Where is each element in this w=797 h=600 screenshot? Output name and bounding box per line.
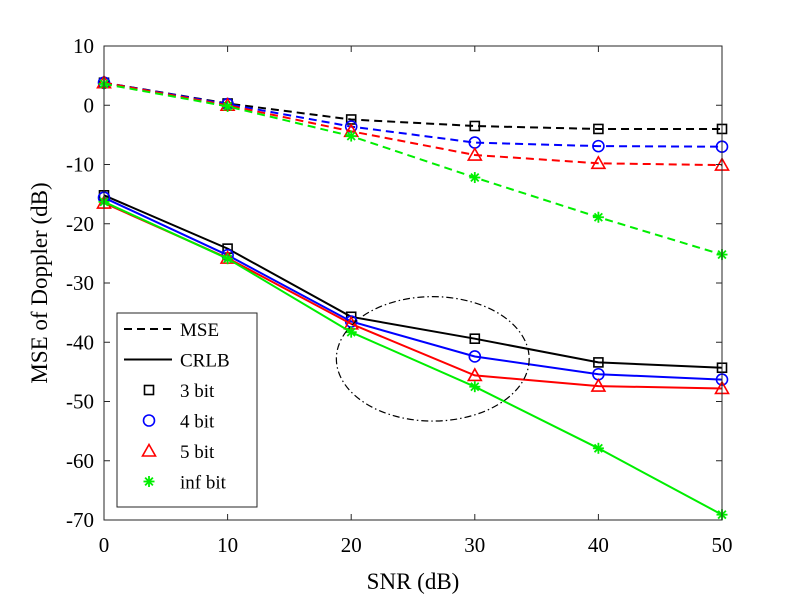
legend-label: CRLB	[180, 351, 230, 372]
x-tick-label: 20	[341, 533, 362, 557]
data-point-stroke	[223, 101, 233, 111]
legend-marker-stroke	[144, 476, 154, 487]
legend-item: MSE	[124, 320, 219, 341]
data-point	[593, 123, 604, 135]
legend-label: inf bit	[180, 473, 227, 494]
data-point	[466, 367, 483, 382]
data-point	[469, 172, 481, 184]
data-point	[466, 146, 483, 161]
data-point-stroke	[346, 131, 356, 141]
data-point	[222, 253, 234, 265]
data-point	[469, 333, 481, 344]
data-point	[590, 155, 607, 170]
x-tick-label: 40	[588, 533, 609, 557]
data-point-stroke	[346, 327, 356, 337]
y-tick-label: -30	[66, 271, 94, 295]
series-line	[103, 82, 723, 256]
annotation-ellipse	[335, 296, 530, 422]
legend-box	[116, 312, 258, 508]
legend-marker	[141, 442, 157, 457]
data-point	[345, 326, 357, 338]
legend-item: 5 bit	[141, 442, 215, 463]
data-point	[592, 442, 604, 454]
legend-item: 3 bit	[143, 381, 215, 402]
x-tick-label: 50	[712, 533, 733, 557]
y-tick-label: -70	[66, 508, 94, 532]
series-line	[103, 81, 723, 167]
data-point	[590, 377, 607, 392]
y-axis-label: MSE of Doppler (dB)	[27, 182, 52, 383]
data-point	[468, 350, 482, 363]
y-tick-label: -60	[66, 449, 94, 473]
legend-label: 5 bit	[180, 442, 215, 463]
legend-marker	[142, 414, 156, 427]
legend-item: CRLB	[124, 351, 230, 372]
legend-marker	[143, 476, 155, 487]
y-tick-label: 0	[84, 93, 95, 117]
series-line	[103, 196, 723, 381]
data-point-stroke	[223, 254, 233, 264]
data-point-stroke	[470, 173, 480, 183]
legend-label: 3 bit	[180, 381, 215, 402]
plot-data	[96, 74, 730, 521]
x-tick-label: 0	[99, 533, 110, 557]
data-point	[592, 211, 604, 223]
series-line	[103, 194, 723, 369]
y-tick-label: -10	[66, 153, 94, 177]
y-tick-label: -40	[66, 330, 94, 354]
y-tick-label: -20	[66, 212, 94, 236]
data-point-stroke	[470, 382, 480, 392]
data-point	[222, 100, 234, 112]
data-point	[469, 120, 481, 132]
series-line	[103, 200, 723, 516]
y-tick-label: -50	[66, 390, 94, 414]
data-point	[593, 357, 604, 368]
x-tick-label: 10	[217, 533, 238, 557]
data-point	[592, 139, 605, 153]
data-point	[469, 381, 481, 393]
y-tick-label: 10	[73, 34, 94, 58]
x-tick-label: 30	[464, 533, 485, 557]
legend: MSE CRLB 3 bit 4 bit 5 bit inf bit	[116, 312, 258, 508]
data-point-stroke	[593, 212, 603, 222]
series-crlb-inf-bit	[98, 196, 728, 521]
series-mse-inf-bit	[98, 78, 728, 261]
x-axis-label: SNR (dB)	[367, 569, 460, 594]
data-point-stroke	[593, 443, 603, 453]
legend-item: 4 bit	[142, 412, 215, 433]
legend-marker	[143, 384, 155, 396]
legend-label: MSE	[180, 320, 219, 341]
legend-item: inf bit	[143, 473, 227, 494]
data-point	[345, 130, 357, 142]
legend-label: 4 bit	[180, 412, 215, 433]
axes: 0 10 20 30 40 50 10 0 -10 -20 -30 -40 -50 -60 -70	[66, 34, 733, 557]
